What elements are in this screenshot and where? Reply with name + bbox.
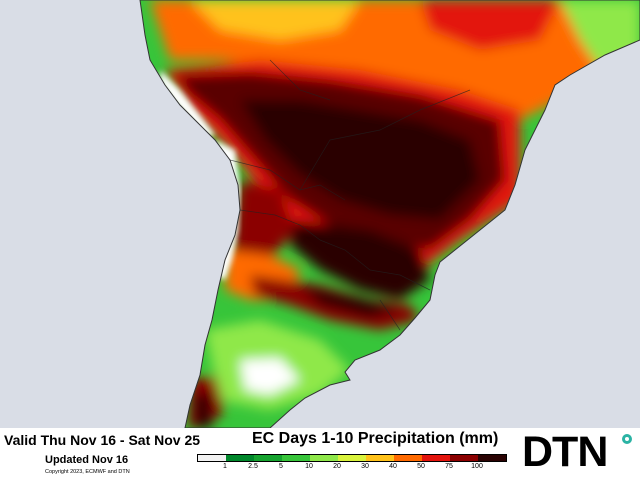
copyright-text: Copyright 2023, ECMWF and DTN xyxy=(45,469,130,475)
legend-swatch xyxy=(394,455,422,461)
legend-tick-label: 1 xyxy=(223,463,227,470)
legend-tick-label: 30 xyxy=(361,463,369,470)
legend-tick-label: 2.5 xyxy=(248,463,258,470)
legend-tick-label: 100 xyxy=(471,463,483,470)
map-title: EC Days 1-10 Precipitation (mm) xyxy=(252,430,499,447)
legend-swatch xyxy=(254,455,282,461)
legend-ticks: 1 2.5 5 10 20 30 40 50 75 100 xyxy=(197,463,507,475)
legend-swatch xyxy=(450,455,478,461)
footer-panel: Valid Thu Nov 16 - Sat Nov 25 Updated No… xyxy=(0,428,640,480)
legend-tick-label: 40 xyxy=(389,463,397,470)
country-borders xyxy=(229,59,471,331)
legend-swatch xyxy=(338,455,366,461)
valid-period-text: Valid Thu Nov 16 - Sat Nov 25 xyxy=(4,432,201,448)
legend-swatch xyxy=(198,455,226,461)
dtn-logo: DTN xyxy=(522,428,640,477)
color-legend-bar xyxy=(197,454,507,462)
logo-dot-icon xyxy=(622,434,632,444)
legend-tick-label: 50 xyxy=(417,463,425,470)
updated-text: Updated Nov 16 xyxy=(45,454,129,466)
logo-text: DTN xyxy=(522,428,608,476)
legend-swatch xyxy=(310,455,338,461)
legend-swatch xyxy=(422,455,450,461)
legend-tick-label: 75 xyxy=(445,463,453,470)
legend-tick-label: 10 xyxy=(305,463,313,470)
legend-swatch xyxy=(366,455,394,461)
legend-swatch xyxy=(478,455,506,461)
legend-tick-label: 20 xyxy=(333,463,341,470)
precipitation-map xyxy=(139,0,640,428)
legend-swatch xyxy=(226,455,254,461)
legend-swatch xyxy=(282,455,310,461)
legend-tick-label: 5 xyxy=(279,463,283,470)
